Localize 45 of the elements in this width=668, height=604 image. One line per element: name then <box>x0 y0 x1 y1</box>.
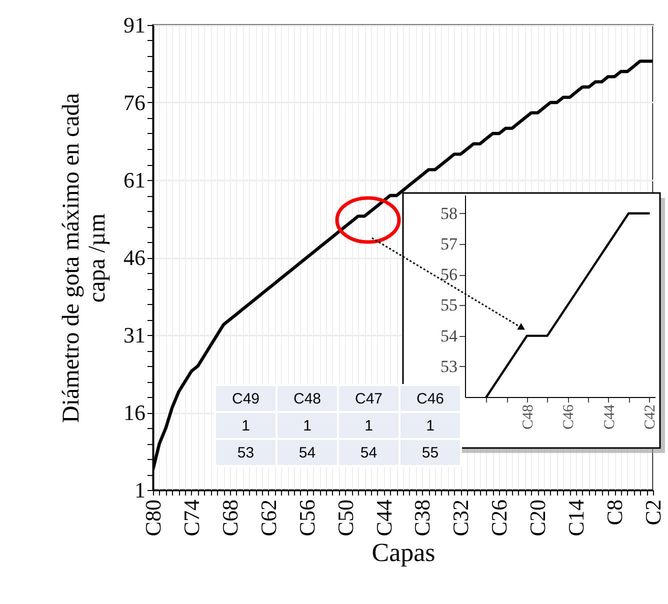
x-tick-label: C26 <box>486 500 512 536</box>
y-tick-label: 46 <box>124 245 146 270</box>
data-label: 1 <box>426 418 434 434</box>
x-tick-label: C44 <box>371 500 396 536</box>
y-tick-label: 58 <box>440 204 458 223</box>
x-tick-label: C42 <box>642 404 658 430</box>
y-tick-label: 1 <box>134 478 146 502</box>
y-tick-label: 57 <box>440 234 458 254</box>
data-label: 53 <box>237 444 254 462</box>
data-label: 1 <box>364 418 373 434</box>
x-tick-label: C48 <box>520 404 536 430</box>
category-label: C47 <box>354 390 383 408</box>
x-tick-label: C50 <box>332 500 358 536</box>
y-axis-title: Diámetro de gota máximo en cada capa /µm <box>58 92 110 423</box>
x-tick-label: C56 <box>294 500 320 536</box>
x-tick-label: C14 <box>564 500 589 536</box>
x-tick-label: C32 <box>448 500 474 536</box>
y-tick-label: 55 <box>440 296 458 315</box>
x-tick-label: C46 <box>561 404 578 430</box>
y-tick-label: 61 <box>124 168 146 192</box>
y-tick-label: 91 <box>124 12 146 38</box>
category-label: C46 <box>416 390 444 408</box>
data-label: 55 <box>422 444 439 462</box>
x-tick-label: C38 <box>410 500 435 536</box>
x-tick-label: C62 <box>256 500 281 536</box>
x-tick-label: C74 <box>178 500 204 536</box>
data-label: 1 <box>303 418 312 434</box>
x-tick-label: C44 <box>602 404 618 430</box>
x-tick-label: C8 <box>602 500 628 526</box>
y-tick-label: 76 <box>124 90 146 115</box>
y-tick-label: 16 <box>124 400 146 425</box>
data-label: 1 <box>242 418 250 434</box>
y-tick-label: 56 <box>440 265 458 284</box>
y-tick-label: 54 <box>440 326 458 346</box>
x-tick-label: C80 <box>140 500 166 536</box>
y-tick-label: 31 <box>124 322 146 348</box>
category-label: C49 <box>232 390 260 408</box>
data-label: 54 <box>298 444 316 462</box>
x-tick-label: C20 <box>525 500 550 536</box>
y-tick-label: 53 <box>440 356 458 376</box>
x-axis-title: Capas <box>372 538 436 568</box>
x-tick-label: C2 <box>640 500 666 526</box>
category-label: C48 <box>293 390 322 408</box>
data-label: 54 <box>360 444 378 462</box>
x-tick-label: C68 <box>217 500 242 536</box>
